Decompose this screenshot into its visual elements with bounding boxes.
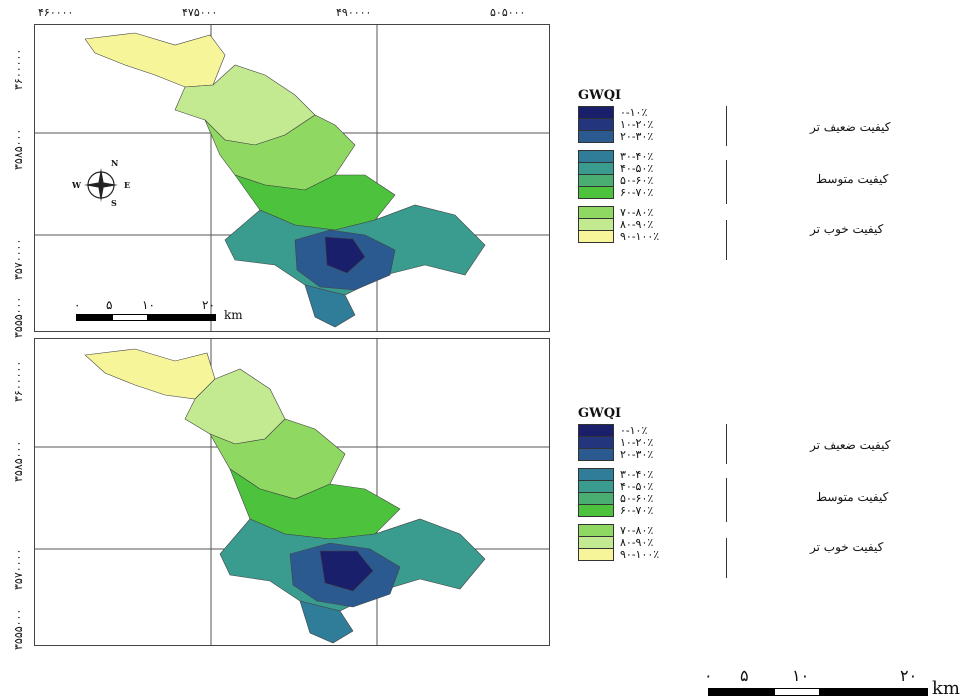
top-legend-label: ۲۰-۳۰٪ <box>620 130 654 143</box>
top-legend-row: ۸۰-۹۰٪ <box>578 218 653 231</box>
top-group-label-mid: کیفیت متوسط <box>816 172 889 186</box>
compass-w: W <box>72 180 81 190</box>
top-legend-title: GWQI <box>578 88 622 103</box>
compass-e: E <box>124 180 131 190</box>
bottom-group-line-2 <box>726 478 727 522</box>
top-group-line-2 <box>726 160 727 204</box>
page-scalebar: ۰ ۵ ۱۰ ۲۰ km <box>704 666 966 699</box>
bottom-legend-label: ۸۰-۹۰٪ <box>620 536 654 549</box>
bottom-zone-teal-south <box>299 600 354 644</box>
top-legend: GWQI ۰-۱۰٪ ۱۰-۲۰٪ ۲۰-۳۰٪ ۳۰-۴۰٪ ۴۰-۵۰٪ ۵۰-۶۰٪… <box>578 88 908 268</box>
bottom-y-tick-3: ۳۵۷۰۰۰۰ <box>12 548 25 590</box>
top-legend-label: ۹۰-۱۰۰٪ <box>620 230 660 243</box>
top-legend-label: ۱۰-۲۰٪ <box>620 118 654 131</box>
top-map-svg <box>35 25 549 331</box>
bottom-legend-label: ۰-۱۰٪ <box>620 424 648 437</box>
top-y-tick-1: ۳۶۰۰۰۰۰ <box>12 48 25 90</box>
page-scale-label-10: ۱۰ <box>792 666 810 685</box>
top-legend-swatch <box>578 230 614 243</box>
bottom-legend-label: ۲۰-۳۰٪ <box>620 448 654 461</box>
bottom-legend-row: ۴۰-۵۰٪ <box>578 480 653 493</box>
top-group-label-weak: کیفیت ضعیف تر <box>810 120 891 134</box>
bottom-legend-swatch <box>578 548 614 561</box>
map-scale-label-0: ۰ <box>74 298 81 312</box>
top-legend-label: ۰-۱۰٪ <box>620 106 648 119</box>
bottom-legend-label: ۴۰-۵۰٪ <box>620 480 654 493</box>
map-scale-label-10: ۱۰ <box>142 298 155 312</box>
top-legend-label: ۸۰-۹۰٪ <box>620 218 654 231</box>
bottom-legend-label: ۳۰-۴۰٪ <box>620 468 654 481</box>
top-legend-label: ۳۰-۴۰٪ <box>620 150 654 163</box>
page-scale-bar <box>708 688 928 696</box>
compass-s: S <box>111 198 117 208</box>
bottom-map-frame <box>34 338 550 646</box>
top-legend-label: ۷۰-۸۰٪ <box>620 206 654 219</box>
bottom-group-line-3 <box>726 538 727 578</box>
bottom-y-tick-1: ۳۶۰۰۰۰۰ <box>12 360 25 402</box>
top-x-tick-4: ۵۰۵۰۰۰ <box>490 6 526 19</box>
bottom-legend-swatch <box>578 504 614 517</box>
top-y-tick-4: ۳۵۵۵۰۰۰ <box>12 296 25 338</box>
page-scale-label-5: ۵ <box>740 666 749 685</box>
top-y-tick-3: ۳۵۷۰۰۰۰ <box>12 238 25 280</box>
top-group-line-3 <box>726 220 727 260</box>
top-legend-swatch <box>578 130 614 143</box>
page-scale-unit: km <box>932 678 960 699</box>
bottom-legend-title: GWQI <box>578 406 622 421</box>
top-x-tick-2: ۴۷۵۰۰۰ <box>182 6 218 19</box>
top-legend-row: ۹۰-۱۰۰٪ <box>578 230 659 243</box>
top-legend-row: ۱۰-۲۰٪ <box>578 118 653 131</box>
top-y-tick-2: ۳۵۸۵۰۰۰ <box>12 128 25 170</box>
top-x-tick-1: ۴۶۰۰۰۰ <box>38 6 74 19</box>
bottom-legend-label: ۹۰-۱۰۰٪ <box>620 548 660 561</box>
top-legend-label: ۴۰-۵۰٪ <box>620 162 654 175</box>
bottom-legend-label: ۱۰-۲۰٪ <box>620 436 654 449</box>
map-scalebar: ۰ ۵ ۱۰ ۲۰ km <box>74 298 254 328</box>
compass-rose: N S W E <box>66 158 136 210</box>
top-legend-row: ۲۰-۳۰٪ <box>578 130 653 143</box>
bottom-legend: GWQI ۰-۱۰٪ ۱۰-۲۰٪ ۲۰-۳۰٪ ۳۰-۴۰٪ ۴۰-۵۰٪ ۵۰-۶۰٪… <box>578 406 908 586</box>
bottom-map-svg <box>35 339 549 645</box>
bottom-zone-darkblue <box>319 550 374 592</box>
bottom-legend-label: ۵۰-۶۰٪ <box>620 492 654 505</box>
top-group-label-good: کیفیت خوب تر <box>810 222 884 236</box>
bottom-legend-row: ۷۰-۸۰٪ <box>578 524 653 537</box>
bottom-zone-yellow <box>84 348 216 400</box>
bottom-group-label-mid: کیفیت متوسط <box>816 490 889 504</box>
bottom-y-tick-2: ۳۵۸۵۰۰۰ <box>12 440 25 482</box>
bottom-group-label-weak: کیفیت ضعیف تر <box>810 438 891 452</box>
top-x-tick-3: ۴۹۰۰۰۰ <box>336 6 372 19</box>
top-legend-label: ۶۰-۷۰٪ <box>620 186 654 199</box>
top-group-line-1 <box>726 106 727 146</box>
top-legend-row: ۶۰-۷۰٪ <box>578 186 653 199</box>
top-zone-yellow <box>84 32 226 88</box>
bottom-y-tick-4: ۳۵۵۵۰۰۰ <box>12 608 25 650</box>
top-legend-row: ۵۰-۶۰٪ <box>578 174 653 187</box>
page-scale-label-20: ۲۰ <box>900 666 918 685</box>
top-map-frame <box>34 24 550 332</box>
bottom-legend-row: ۹۰-۱۰۰٪ <box>578 548 659 561</box>
bottom-legend-row: ۶۰-۷۰٪ <box>578 504 653 517</box>
bottom-legend-row: ۲۰-۳۰٪ <box>578 448 653 461</box>
bottom-legend-swatch <box>578 448 614 461</box>
map-scale-bar <box>76 314 216 321</box>
map-scale-unit: km <box>224 308 243 322</box>
map-scale-label-5: ۵ <box>106 298 113 312</box>
map-scale-label-20: ۲۰ <box>202 298 215 312</box>
compass-rose-icon <box>84 168 118 202</box>
bottom-legend-label: ۷۰-۸۰٪ <box>620 524 654 537</box>
top-legend-swatch <box>578 186 614 199</box>
bottom-group-line-1 <box>726 424 727 464</box>
page-scale-label-0: ۰ <box>704 666 713 685</box>
top-legend-row: ۰-۱۰٪ <box>578 106 647 119</box>
top-legend-label: ۵۰-۶۰٪ <box>620 174 654 187</box>
bottom-group-label-good: کیفیت خوب تر <box>810 540 884 554</box>
top-zone-darkblue <box>324 236 366 274</box>
bottom-legend-row: ۱۰-۲۰٪ <box>578 436 653 449</box>
bottom-legend-label: ۶۰-۷۰٪ <box>620 504 654 517</box>
compass-n: N <box>111 158 119 168</box>
top-zone-teal-south <box>304 284 356 328</box>
